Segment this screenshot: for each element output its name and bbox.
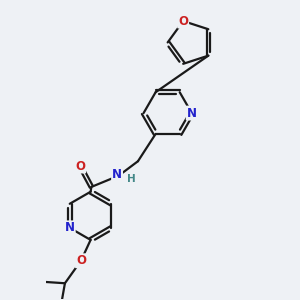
Text: O: O bbox=[75, 160, 85, 172]
Text: N: N bbox=[112, 168, 122, 181]
Text: N: N bbox=[187, 106, 197, 120]
Text: N: N bbox=[65, 221, 75, 234]
Text: O: O bbox=[76, 254, 86, 267]
Text: O: O bbox=[178, 15, 188, 28]
Text: H: H bbox=[127, 174, 135, 184]
